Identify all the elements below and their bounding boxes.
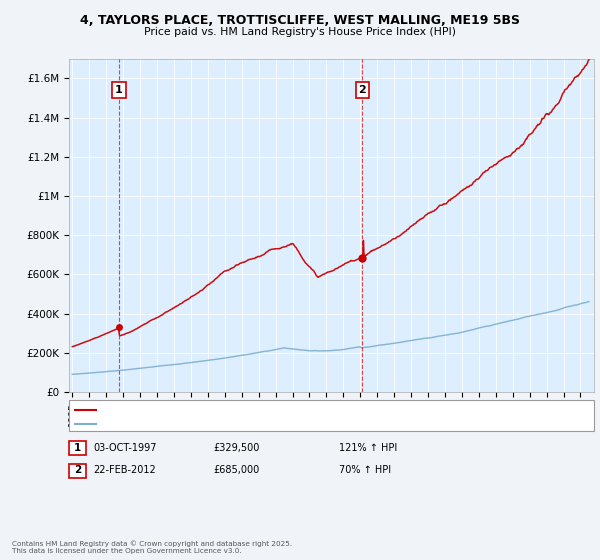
- Text: £685,000: £685,000: [213, 465, 259, 475]
- Text: 1: 1: [74, 443, 81, 453]
- Text: £329,500: £329,500: [213, 443, 259, 453]
- Text: 2: 2: [359, 85, 367, 95]
- Text: 2: 2: [74, 465, 81, 475]
- Text: Contains HM Land Registry data © Crown copyright and database right 2025.
This d: Contains HM Land Registry data © Crown c…: [12, 541, 292, 554]
- Text: 1: 1: [115, 85, 123, 95]
- Text: 22-FEB-2012: 22-FEB-2012: [93, 465, 156, 475]
- Text: 4, TAYLORS PLACE, TROTTISCLIFFE, WEST MALLING, ME19 5BS: 4, TAYLORS PLACE, TROTTISCLIFFE, WEST MA…: [80, 14, 520, 27]
- Text: HPI: Average price, detached house, Tonbridge and Malling: HPI: Average price, detached house, Tonb…: [99, 418, 353, 427]
- Text: 121% ↑ HPI: 121% ↑ HPI: [339, 443, 397, 453]
- Text: 03-OCT-1997: 03-OCT-1997: [93, 443, 157, 453]
- Text: 70% ↑ HPI: 70% ↑ HPI: [339, 465, 391, 475]
- Text: 4, TAYLORS PLACE, TROTTISCLIFFE, WEST MALLING, ME19 5BS (detached house): 4, TAYLORS PLACE, TROTTISCLIFFE, WEST MA…: [99, 404, 448, 413]
- Text: Price paid vs. HM Land Registry's House Price Index (HPI): Price paid vs. HM Land Registry's House …: [144, 27, 456, 37]
